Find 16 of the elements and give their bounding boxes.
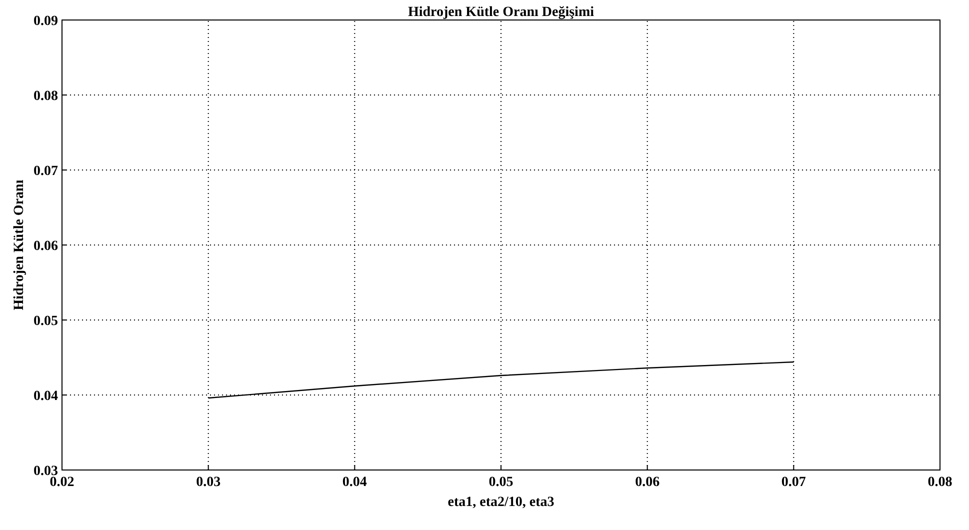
y-tick-label: 0.06 <box>34 239 58 254</box>
x-tick-label: 0.05 <box>488 475 514 490</box>
y-tick-label: 0.04 <box>34 389 58 404</box>
x-tick-label: 0.02 <box>50 475 74 490</box>
x-tick-label: 0.08 <box>928 475 952 490</box>
y-tick-label: 0.05 <box>34 314 58 329</box>
chart-title: Hidrojen Kütle Oranı Değişimi <box>408 5 594 20</box>
y-tick-label: 0.08 <box>34 89 58 104</box>
x-tick-label: 0.03 <box>196 475 221 490</box>
x-tick-label: 0.04 <box>342 475 367 490</box>
y-tick-label: 0.09 <box>34 14 58 29</box>
x-tick-label: 0.07 <box>781 475 806 490</box>
y-axis-title: Hidrojen Kütle Oranı <box>12 180 27 310</box>
x-axis-title: eta1, eta2/10, eta3 <box>448 495 554 510</box>
x-tick-label: 0.06 <box>635 475 660 490</box>
y-tick-label: 0.07 <box>34 164 58 179</box>
